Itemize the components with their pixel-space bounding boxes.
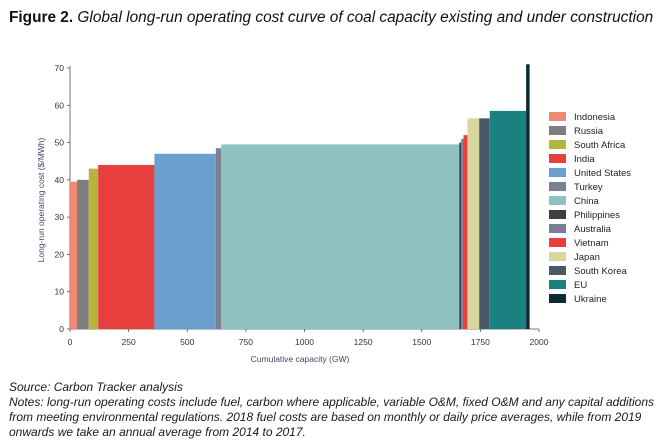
y-axis-label: Long-run operating cost ($/MWh) (36, 137, 46, 262)
legend-swatch (549, 140, 566, 149)
bar-philippines (459, 142, 462, 329)
legend-label: Vietnam (574, 238, 609, 249)
y-tick-label: 0 (59, 324, 64, 334)
legend-swatch (549, 196, 566, 205)
x-tick-label: 500 (180, 337, 194, 347)
bar-ukraine (526, 64, 530, 330)
x-tick-label: 1750 (471, 337, 490, 347)
legend-label: United States (574, 168, 631, 179)
legend-label: Russia (574, 126, 604, 137)
y-tick-label: 40 (55, 175, 65, 185)
notes-text: Notes: long-run operating costs include … (9, 395, 655, 439)
legend-swatch (549, 238, 566, 247)
legend-label: Turkey (574, 182, 603, 193)
cost-curve-chart: 0 10 20 30 40 50 60 70 0 250 500 750 1000 1250 1500 175… (36, 63, 631, 364)
legend-swatch (549, 266, 566, 275)
legend-swatch (549, 280, 566, 289)
x-tick-label: 1500 (412, 337, 431, 347)
ticks-group: 0 10 20 30 40 50 60 70 0 250 500 750 1000 1250 1500 175… (55, 63, 549, 347)
legend-swatch (549, 168, 566, 177)
bar-south-africa (88, 168, 99, 329)
y-tick-label: 60 (55, 100, 65, 110)
y-tick-label: 20 (55, 249, 65, 259)
bar-turkey (215, 148, 222, 329)
legend-swatch (549, 182, 566, 191)
x-tick-label: 2000 (530, 337, 549, 347)
legend-label: South Korea (574, 266, 628, 277)
legend-swatch (549, 126, 566, 135)
x-tick-label: 250 (122, 337, 136, 347)
x-axis-label: Cumulative capacity (GW) (251, 354, 350, 364)
bar-indonesia (70, 181, 78, 329)
bar-russia (77, 179, 89, 329)
bar-japan (467, 118, 480, 329)
legend-label: India (574, 154, 595, 165)
legend-label: Indonesia (574, 112, 616, 123)
y-tick-label: 50 (55, 138, 65, 148)
figure-label: Figure 2. (9, 9, 74, 26)
bars-group (70, 64, 530, 330)
bar-india (98, 164, 155, 329)
bar-eu (489, 110, 527, 329)
figure-title-text: Global long-run operating cost curve of … (77, 9, 654, 26)
legend-swatch (549, 224, 566, 233)
legend-swatch (549, 154, 566, 163)
source-note: Source: Carbon Tracker analysis (9, 380, 183, 394)
legend-label: Japan (574, 252, 600, 263)
legend-label: China (574, 196, 600, 207)
legend-swatch (549, 294, 566, 303)
legend: Indonesia Russia South Africa India United S… (549, 112, 631, 305)
legend-label: Ukraine (574, 294, 607, 305)
bar-china (221, 144, 460, 329)
x-tick-label: 1250 (354, 337, 373, 347)
legend-label: Philippines (574, 210, 620, 221)
legend-swatch (549, 252, 566, 261)
bar-south-korea (479, 118, 490, 329)
legend-label: Australia (574, 224, 612, 235)
legend-swatch (549, 210, 566, 219)
legend-label: South Africa (574, 140, 626, 151)
legend-swatch (549, 112, 566, 121)
y-tick-label: 30 (55, 212, 65, 222)
x-tick-label: 0 (68, 337, 73, 347)
bar-vietnam (463, 135, 468, 329)
x-tick-label: 750 (239, 337, 253, 347)
bar-united-states (154, 153, 216, 329)
bar-australia (461, 138, 464, 329)
y-tick-label: 70 (55, 63, 65, 73)
x-tick-label: 1000 (295, 337, 314, 347)
legend-label: EU (574, 280, 587, 291)
y-tick-label: 10 (55, 287, 65, 297)
figure-title: Figure 2. Global long-run operating cost… (9, 9, 657, 27)
